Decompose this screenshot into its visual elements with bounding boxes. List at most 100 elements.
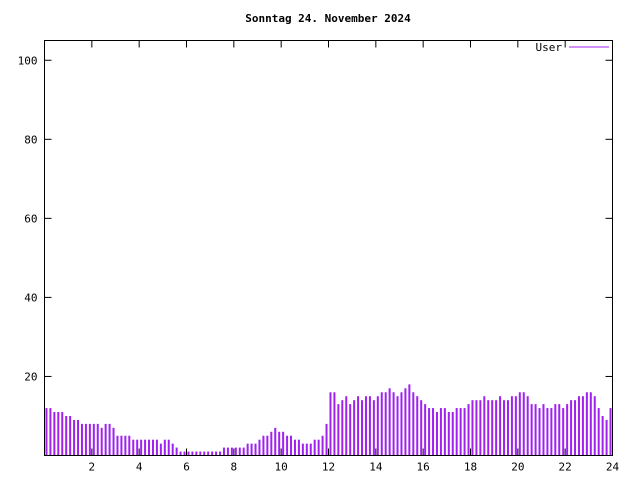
bar [140,439,143,456]
bar [49,408,52,456]
bar [163,439,166,456]
bar [566,404,569,456]
bar [514,396,517,456]
bar [211,451,214,456]
bar [69,415,72,456]
bar [309,443,312,456]
bar [144,439,147,456]
bar [570,400,573,456]
bar [376,396,379,456]
bar [499,396,502,456]
bar [297,439,300,456]
bar [290,435,293,456]
bar [554,404,557,456]
bar [116,435,119,456]
bar [518,392,521,456]
bar [424,404,427,456]
bar [337,404,340,456]
bar [238,447,241,456]
bar [562,408,565,456]
bar [250,443,253,456]
legend-label: User [536,41,563,54]
bar [254,443,257,456]
bar [550,408,553,456]
bar [104,423,107,456]
bar [128,435,131,456]
bar [274,427,277,456]
x-tick-label: 14 [369,461,383,474]
bar [467,404,470,456]
bar [278,431,281,456]
bar [404,388,407,456]
bar [558,404,561,456]
bar [435,412,438,456]
bar [491,400,494,456]
bar [451,412,454,456]
x-tick-label: 10 [275,461,288,474]
bar [317,439,320,456]
bar [609,408,612,456]
bar [471,400,474,456]
x-tick-label: 22 [559,461,572,474]
bar [372,400,375,456]
x-tick-label: 18 [464,461,477,474]
bar [215,451,218,456]
x-tick-label: 20 [511,461,524,474]
bar [183,451,186,456]
bar [195,451,198,456]
bar [526,396,529,456]
y-tick-label: 100 [18,54,38,67]
bar [601,415,604,456]
bar [148,439,151,456]
bar [120,435,123,456]
bar [522,392,525,456]
bar [428,408,431,456]
bar [53,412,56,456]
bar [226,447,229,456]
x-tick-label: 16 [417,461,430,474]
bar [361,400,364,456]
bar [246,443,249,456]
x-tick-label: 6 [183,461,190,474]
bar [605,419,608,456]
bar [487,400,490,456]
bar [112,427,115,456]
bar [301,443,304,456]
bar [333,392,336,456]
bar [219,451,222,456]
bar [345,396,348,456]
bar [463,408,466,456]
legend: User [536,41,609,54]
bar [155,439,158,456]
bar [577,396,580,456]
bar [534,404,537,456]
bar [368,396,371,456]
bar [77,419,80,456]
bar [199,451,202,456]
bar [222,447,225,456]
bar [191,451,194,456]
bar [293,439,296,456]
bar [574,400,577,456]
bar [151,439,154,456]
chart-title: Sonntag 24. November 2024 [245,12,411,25]
bar [483,396,486,456]
bar [305,443,308,456]
y-tick-label: 60 [24,212,37,225]
bar [420,400,423,456]
bar [286,435,289,456]
bar [503,400,506,456]
x-tick-label: 4 [136,461,143,474]
bar [349,404,352,456]
y-tick-label: 80 [24,133,37,146]
bar [432,408,435,456]
bar [416,396,419,456]
bar [412,392,415,456]
bar [443,408,446,456]
bar [530,404,533,456]
bar [92,423,95,456]
bar [207,451,210,456]
bar [581,396,584,456]
